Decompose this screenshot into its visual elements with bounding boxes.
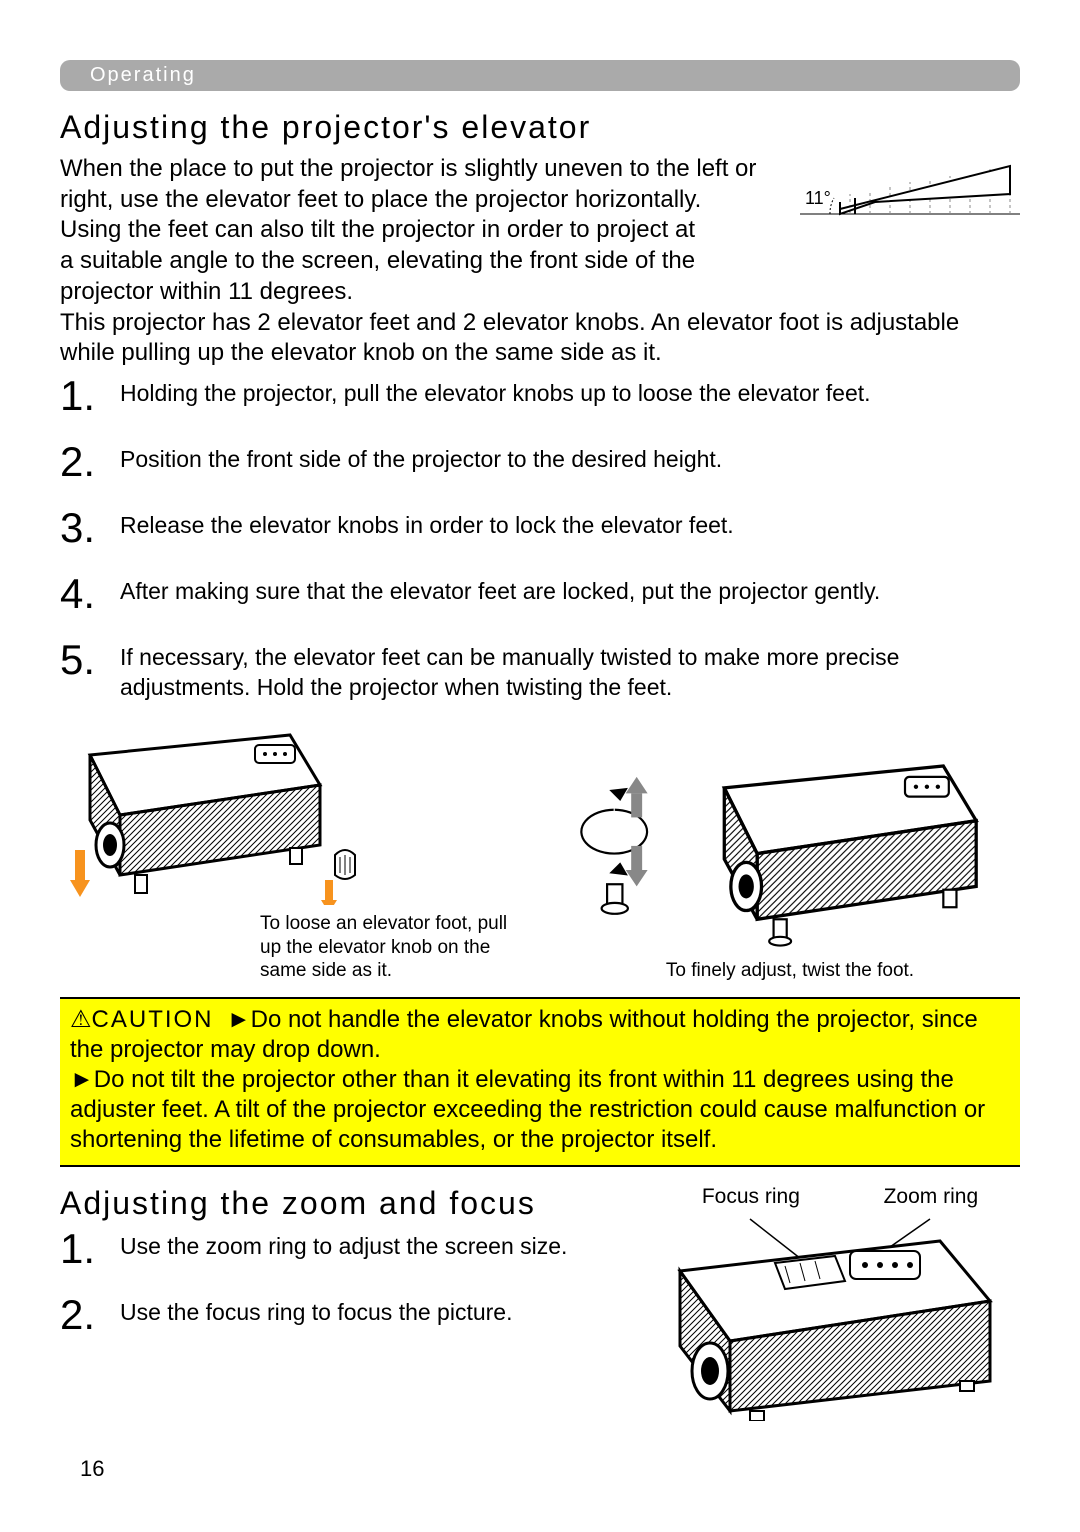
knob-detail-icon — [321, 850, 355, 905]
projector-icon — [680, 1241, 990, 1421]
caution-box: ⚠CAUTION ►Do not handle the elevator kno… — [60, 997, 1020, 1167]
warning-icon: ⚠ — [70, 1006, 92, 1033]
angle-label: 11° — [805, 188, 831, 208]
zoom-ring-label: Zoom ring — [884, 1185, 979, 1209]
projector-icon — [90, 735, 320, 893]
zoom-focus-figure: Focus ring Zoom ring — [660, 1185, 1020, 1426]
illustration-left: To loose an elevator foot, pull up the e… — [60, 725, 520, 983]
intro-text-2: Using the feet can also tilt the project… — [60, 215, 700, 307]
step-item: Position the front side of the projector… — [60, 445, 1020, 489]
focus-ring-label: Focus ring — [702, 1185, 800, 1209]
page: Operating Adjusting the projector's elev… — [0, 0, 1080, 1532]
step-item: If necessary, the elevator feet can be m… — [60, 643, 1020, 703]
zoom-ring-icon — [850, 1251, 920, 1279]
illustration-caption-right: To finely adjust, twist the foot. — [560, 959, 1020, 983]
step-item: Release the elevator knobs in order to l… — [60, 511, 1020, 555]
section-title-zoom: Adjusting the zoom and focus — [60, 1185, 640, 1222]
step-item: Use the zoom ring to adjust the screen s… — [60, 1232, 640, 1276]
step-item: After making sure that the elevator feet… — [60, 577, 1020, 621]
illustration-row: To loose an elevator foot, pull up the e… — [60, 725, 1020, 983]
intro-text-3: This projector has 2 elevator feet and 2… — [60, 308, 1020, 369]
projector-icon — [724, 766, 976, 946]
zoom-focus-section: Adjusting the zoom and focus Use the zoo… — [60, 1185, 640, 1426]
down-arrow-icon — [70, 850, 90, 897]
section-tab: Operating — [60, 60, 1020, 91]
page-number: 16 — [80, 1456, 104, 1482]
zoom-steps: Use the zoom ring to adjust the screen s… — [60, 1232, 640, 1342]
angle-diagram: 11° — [800, 154, 1020, 224]
twist-arrows-icon — [581, 777, 647, 914]
caution-label: CAUTION — [92, 1006, 214, 1033]
illustration-caption-left: To loose an elevator foot, pull up the e… — [260, 912, 520, 983]
section-title-elevator: Adjusting the projector's elevator — [60, 109, 1020, 146]
illustration-right: To finely adjust, twist the foot. — [560, 755, 1020, 983]
step-item: Holding the projector, pull the elevator… — [60, 379, 1020, 423]
step-item: Use the focus ring to focus the picture. — [60, 1298, 640, 1342]
elevator-steps: Holding the projector, pull the elevator… — [60, 379, 1020, 703]
down-arrow-icon — [321, 880, 337, 905]
caution-text-2: Do not tilt the projector other than it … — [70, 1066, 985, 1153]
